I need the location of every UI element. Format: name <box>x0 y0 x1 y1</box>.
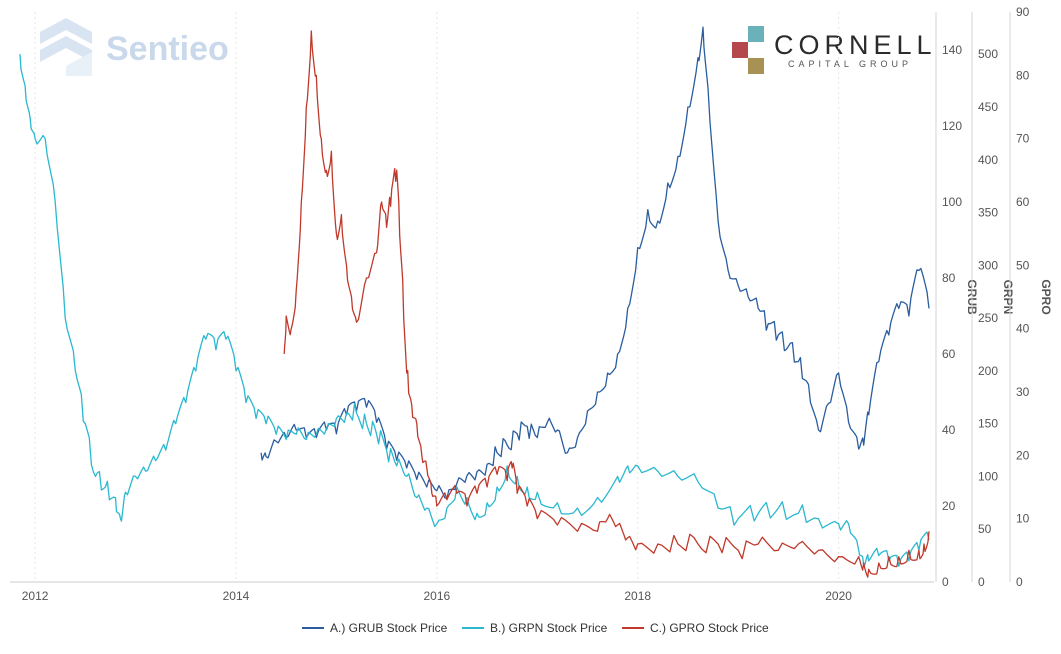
x-tick-label: 2012 <box>22 589 49 603</box>
legend-label: B.) GRPN Stock Price <box>490 621 608 635</box>
series-lines <box>19 26 930 578</box>
y-tick-label-gpro: 90 <box>1016 5 1030 19</box>
x-tick-label: 2016 <box>423 589 450 603</box>
series-line-grub <box>260 26 930 500</box>
y-tick-label-gpro: 80 <box>1016 68 1030 82</box>
y-tick-label-grpn: 50 <box>978 522 992 536</box>
logo-subtitle: CAPITAL GROUP <box>788 59 912 69</box>
cornell-logo: CORNELL CAPITAL GROUP <box>732 26 937 74</box>
sentieo-watermark: Sentieo <box>40 18 229 76</box>
legend: A.) GRUB Stock Price B.) GRPN Stock Price… <box>302 621 769 635</box>
logo-square-gold <box>748 58 764 74</box>
series-line-gpro <box>283 30 930 578</box>
logo-square-teal <box>748 26 764 42</box>
y-tick-label-grpn: 250 <box>978 311 998 325</box>
y-tick-label-grpn: 300 <box>978 258 998 272</box>
y-tick-label-grub: 140 <box>942 43 962 57</box>
y-tick-label-gpro: 20 <box>1016 448 1030 462</box>
legend-item-grub[interactable]: A.) GRUB Stock Price <box>302 621 448 635</box>
y-tick-label-gpro: 0 <box>1016 575 1023 589</box>
y-tick-label-grpn: 200 <box>978 364 998 378</box>
y-tick-label-grub: 20 <box>942 499 956 513</box>
y-tick-label-grpn: 150 <box>978 417 998 431</box>
y-tick-label-grpn: 100 <box>978 469 998 483</box>
legend-item-grpn[interactable]: B.) GRPN Stock Price <box>462 621 608 635</box>
y-tick-label-grpn: 350 <box>978 206 998 220</box>
y-tick-label-grpn: 450 <box>978 100 998 114</box>
y-tick-label-gpro: 60 <box>1016 195 1030 209</box>
x-tick-label: 2018 <box>624 589 651 603</box>
y-axis-title-grpn: GRPN <box>1001 280 1015 315</box>
y-tick-label-grpn: 0 <box>978 575 985 589</box>
y-tick-label-gpro: 70 <box>1016 132 1030 146</box>
x-tick-label: 2020 <box>825 589 852 603</box>
y-tick-label-grub: 100 <box>942 195 962 209</box>
legend-label: C.) GPRO Stock Price <box>650 621 769 635</box>
y-tick-label-gpro: 30 <box>1016 385 1030 399</box>
y-tick-label-grub: 60 <box>942 347 956 361</box>
y-tick-label-grub: 80 <box>942 271 956 285</box>
y-tick-label-gpro: 40 <box>1016 322 1030 336</box>
y-tick-label-grpn: 400 <box>978 153 998 167</box>
legend-label: A.) GRUB Stock Price <box>330 621 448 635</box>
y-tick-label-gpro: 10 <box>1016 512 1030 526</box>
axes: 2012 2014 2016 2018 2020020406080100120140GR… <box>10 5 1053 603</box>
legend-item-gpro[interactable]: C.) GPRO Stock Price <box>622 621 769 635</box>
y-tick-label-grub: 40 <box>942 423 956 437</box>
y-tick-label-grpn: 500 <box>978 47 998 61</box>
y-tick-label-gpro: 50 <box>1016 258 1030 272</box>
logo-name: CORNELL <box>774 30 937 60</box>
x-tick-label: 2014 <box>223 589 250 603</box>
sentieo-watermark-text: Sentieo <box>106 30 229 68</box>
series-line-grpn <box>19 54 930 567</box>
y-tick-label-grub: 120 <box>942 119 962 133</box>
logo-square-red <box>732 42 748 58</box>
gridlines <box>34 12 840 582</box>
sentieo-logo-icon <box>40 18 92 76</box>
y-axis-title-gpro: GPRO <box>1039 279 1053 314</box>
y-tick-label-grub: 0 <box>942 575 949 589</box>
